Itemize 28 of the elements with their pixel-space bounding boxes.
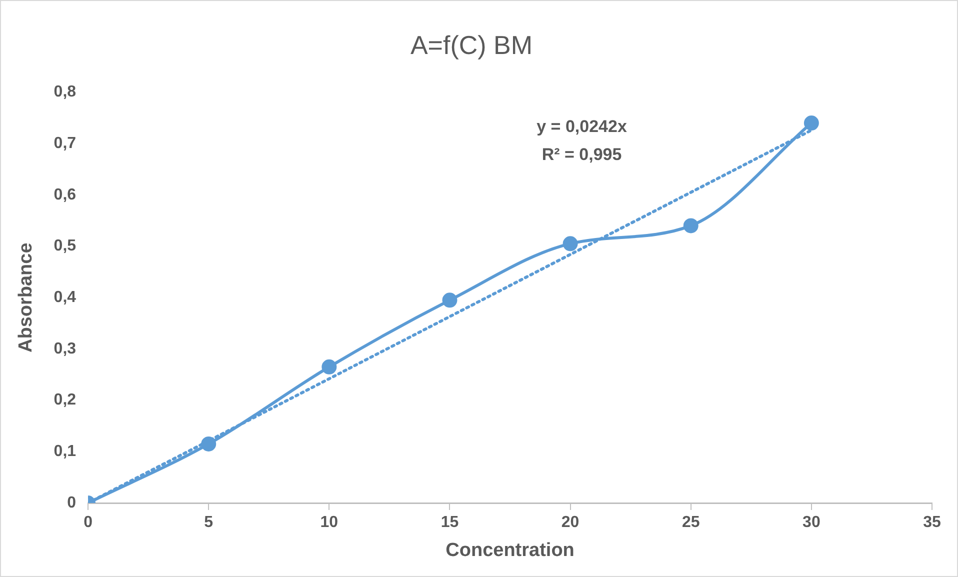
point [562,236,578,252]
chart-title: A=f(C) BM [410,30,533,60]
x-tick-label: 5 [204,514,214,532]
y-tick-label: 0 [67,494,76,512]
y-tick-label: 0,5 [54,238,76,255]
y-tick-label: 0,3 [54,340,76,358]
x-tick-label: 10 [320,514,338,532]
x-tick-label: 0 [84,514,93,532]
y-tick-label: 0,4 [54,289,76,306]
x-axis-title: Concentration [446,540,574,561]
x-tick-label: 30 [802,514,820,532]
y-tick-label: 0,6 [54,186,76,204]
y-tick-label: 0,1 [54,443,76,460]
point [442,292,458,308]
x-tick-label: 20 [561,514,580,532]
point [683,218,698,234]
x-tick-label: 35 [923,514,941,532]
annotation: R² = 0,995 [542,144,622,164]
point [322,359,337,374]
annotation: y = 0,0242x [536,116,628,136]
point [804,116,819,131]
y-tick-label: 0,8 [54,84,76,101]
y-tick-label: 0,2 [54,392,76,409]
y-tick-label: 0,7 [54,134,76,152]
x-tick-label: 25 [682,514,700,532]
point [201,436,216,452]
y-axis-title: Absorbance [16,242,37,353]
x-tick-label: 15 [440,514,459,532]
